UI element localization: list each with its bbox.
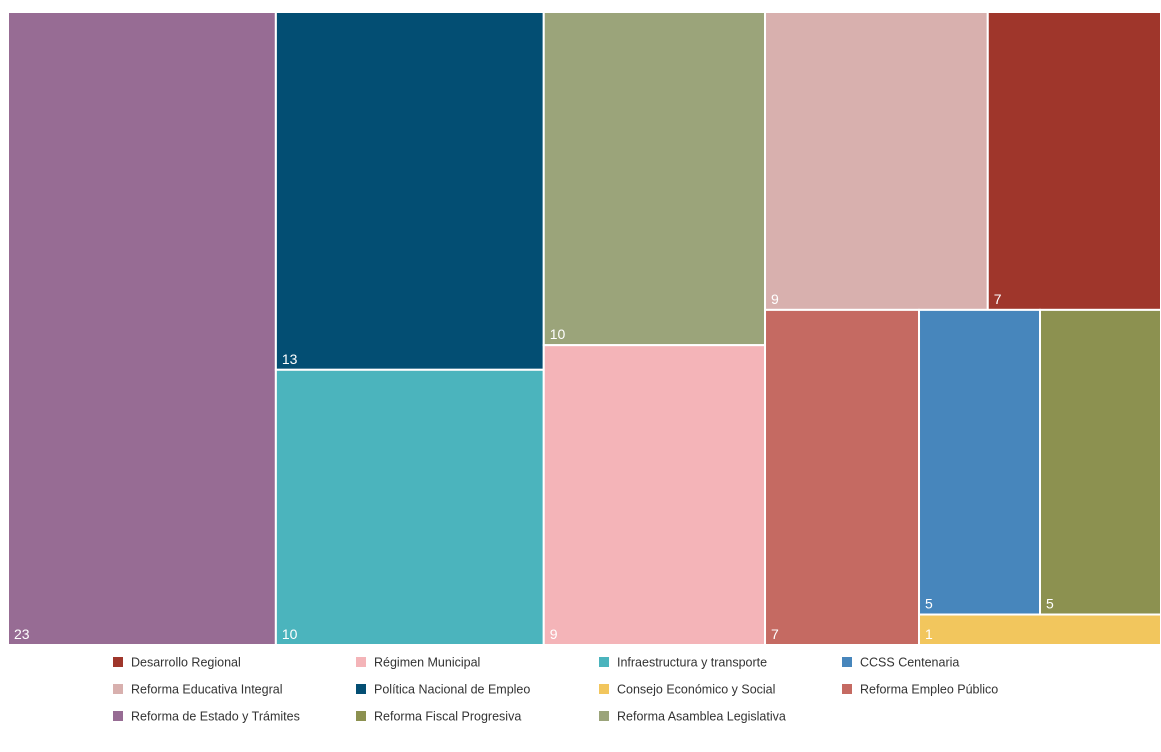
legend-swatch (599, 711, 609, 721)
tile-value-label: 13 (282, 351, 298, 367)
legend-label[interactable]: CCSS Centenaria (860, 656, 959, 670)
tile-value-label: 10 (550, 326, 566, 342)
tile-politica-nacional-de-empleo[interactable] (274, 11, 545, 371)
tile-value-label: 1 (925, 626, 933, 642)
legend-label[interactable]: Régimen Municipal (374, 656, 480, 670)
tile-value-label: 5 (925, 596, 933, 612)
legend-swatch (356, 711, 366, 721)
tile-infraestructura-y-transporte[interactable] (274, 368, 545, 646)
legend-label[interactable]: Desarrollo Regional (131, 656, 241, 670)
tile-reforma-asamblea-legislativa[interactable] (542, 11, 767, 347)
tile-reforma-empleo-publico[interactable] (764, 308, 921, 646)
tile-reforma-educativa-integral[interactable] (764, 11, 989, 311)
legend-swatch (113, 657, 123, 667)
tile-value-label: 5 (1046, 596, 1054, 612)
legend: Desarrollo Regional Régimen Municipal Infr… (113, 656, 998, 724)
tile-ccss-centenaria[interactable] (918, 308, 1042, 616)
tile-value-label: 9 (771, 291, 779, 307)
legend-label[interactable]: Reforma Educativa Integral (131, 683, 282, 697)
tile-value-label: 7 (771, 626, 779, 642)
legend-swatch (356, 684, 366, 694)
tile-value-label: 7 (994, 291, 1002, 307)
legend-label[interactable]: Infraestructura y transporte (617, 656, 767, 670)
tile-value-label: 10 (282, 626, 298, 642)
legend-swatch (113, 711, 123, 721)
legend-swatch (599, 684, 609, 694)
legend-label[interactable]: Reforma Fiscal Progresiva (374, 710, 521, 724)
legend-swatch (113, 684, 123, 694)
legend-swatch (842, 684, 852, 694)
legend-label[interactable]: Consejo Económico y Social (617, 683, 775, 697)
tile-reforma-fiscal-progresiva[interactable] (1039, 308, 1161, 616)
tile-value-label: 9 (550, 626, 558, 642)
tile-consejo-economico-y-social[interactable] (918, 613, 1161, 646)
legend-swatch (356, 657, 366, 667)
legend-swatch (842, 657, 852, 667)
legend-label[interactable]: Reforma Asamblea Legislativa (617, 710, 786, 724)
tile-desarrollo-regional[interactable] (986, 11, 1161, 311)
tile-regimen-municipal[interactable] (542, 344, 767, 646)
legend-label[interactable]: Reforma de Estado y Trámites (131, 710, 300, 724)
legend-swatch (599, 657, 609, 667)
tile-reforma-de-estado-y-tramites[interactable] (7, 11, 277, 646)
legend-label[interactable]: Reforma Empleo Público (860, 683, 998, 697)
tile-value-label: 23 (14, 626, 30, 642)
legend-label[interactable]: Política Nacional de Empleo (374, 683, 530, 697)
treemap-tiles: 23 13 10 10 9 9 7 7 5 5 1 (7, 11, 1161, 646)
